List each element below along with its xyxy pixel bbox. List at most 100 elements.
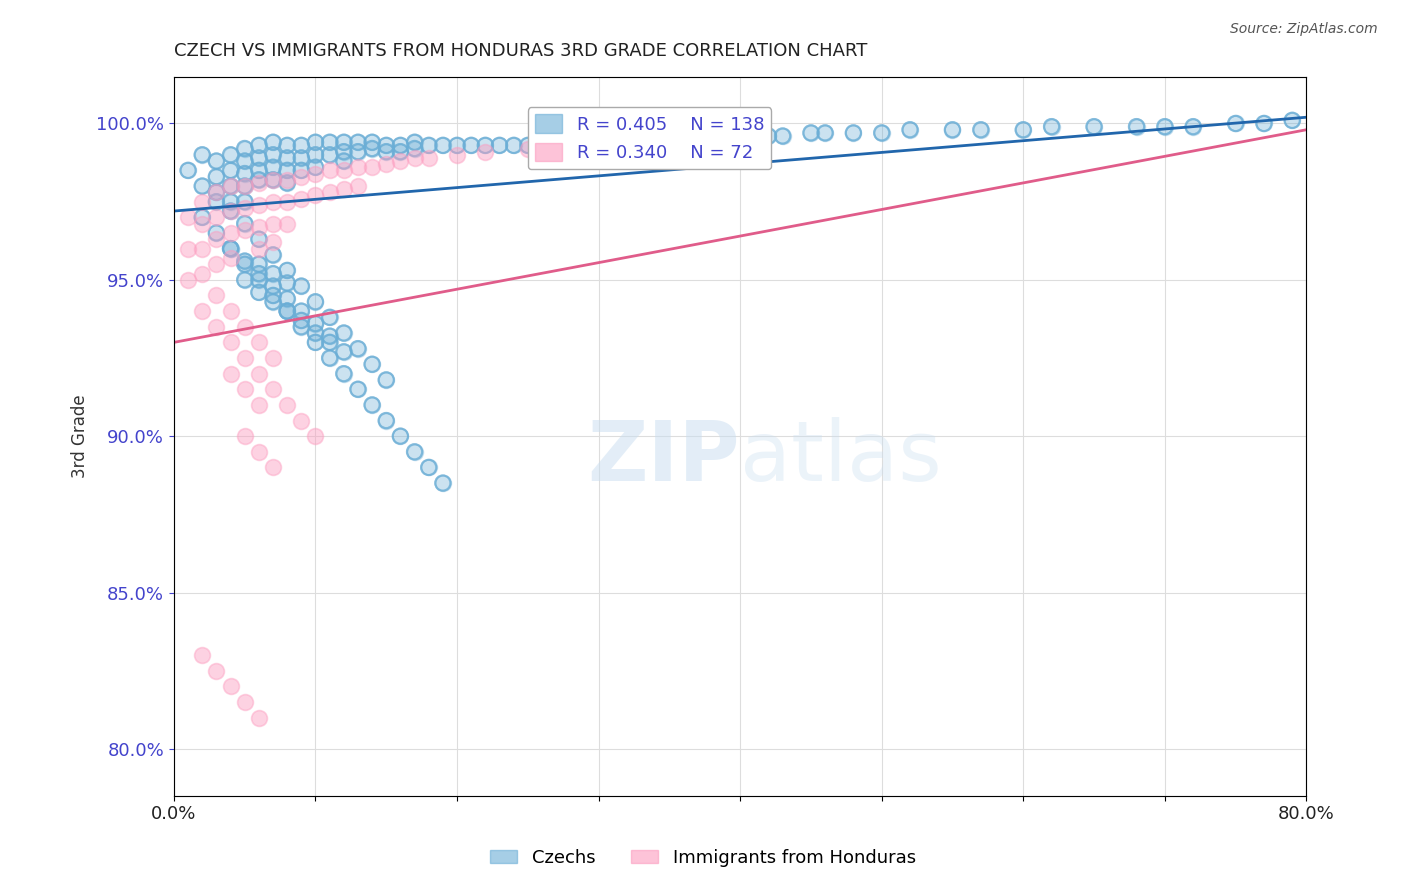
Text: ZIP: ZIP bbox=[588, 417, 740, 499]
Point bbox=[546, 135, 568, 149]
Point bbox=[304, 317, 326, 331]
Point bbox=[333, 145, 356, 159]
Point bbox=[318, 351, 340, 365]
Point bbox=[304, 135, 326, 149]
Point bbox=[616, 135, 638, 149]
Point bbox=[970, 122, 993, 136]
Point bbox=[375, 373, 398, 387]
Point bbox=[205, 194, 228, 209]
Point bbox=[262, 217, 284, 231]
Point bbox=[262, 135, 284, 149]
Point bbox=[219, 204, 242, 219]
Point bbox=[389, 145, 412, 159]
Point bbox=[247, 163, 270, 178]
Point bbox=[205, 154, 228, 169]
Point bbox=[219, 226, 242, 240]
Point bbox=[502, 138, 524, 153]
Point bbox=[233, 351, 256, 365]
Point bbox=[205, 154, 228, 169]
Point bbox=[530, 135, 553, 149]
Point bbox=[219, 242, 242, 256]
Point bbox=[588, 135, 610, 149]
Point bbox=[361, 135, 384, 149]
Point bbox=[333, 326, 356, 340]
Point bbox=[247, 285, 270, 300]
Point bbox=[375, 413, 398, 427]
Point bbox=[1083, 120, 1105, 134]
Point bbox=[318, 148, 340, 162]
Point bbox=[361, 357, 384, 371]
Point bbox=[262, 248, 284, 262]
Point bbox=[333, 163, 356, 178]
Point bbox=[304, 135, 326, 149]
Point bbox=[389, 138, 412, 153]
Point bbox=[290, 313, 312, 327]
Point bbox=[262, 279, 284, 293]
Point bbox=[318, 351, 340, 365]
Point bbox=[219, 194, 242, 209]
Point bbox=[588, 135, 610, 149]
Point bbox=[361, 135, 384, 149]
Point bbox=[233, 141, 256, 155]
Point bbox=[191, 148, 214, 162]
Point bbox=[262, 248, 284, 262]
Point bbox=[205, 194, 228, 209]
Point bbox=[333, 154, 356, 169]
Point bbox=[333, 326, 356, 340]
Point bbox=[276, 304, 298, 318]
Point bbox=[191, 211, 214, 225]
Point bbox=[602, 135, 624, 149]
Point bbox=[389, 138, 412, 153]
Point bbox=[262, 294, 284, 309]
Point bbox=[262, 148, 284, 162]
Point bbox=[205, 226, 228, 240]
Point bbox=[262, 173, 284, 187]
Point bbox=[304, 161, 326, 175]
Point bbox=[219, 242, 242, 256]
Point bbox=[333, 344, 356, 359]
Point bbox=[233, 154, 256, 169]
Point bbox=[588, 135, 610, 149]
Point bbox=[219, 204, 242, 219]
Point bbox=[219, 179, 242, 194]
Point bbox=[728, 128, 751, 143]
Point bbox=[219, 242, 242, 256]
Point bbox=[247, 138, 270, 153]
Point bbox=[304, 326, 326, 340]
Point bbox=[1083, 120, 1105, 134]
Point bbox=[432, 476, 454, 491]
Point bbox=[842, 126, 865, 140]
Point bbox=[290, 279, 312, 293]
Point bbox=[361, 141, 384, 155]
Point bbox=[233, 167, 256, 181]
Point bbox=[247, 367, 270, 381]
Point bbox=[233, 273, 256, 287]
Point bbox=[205, 194, 228, 209]
Point bbox=[404, 141, 426, 155]
Point bbox=[290, 304, 312, 318]
Point bbox=[290, 163, 312, 178]
Point bbox=[290, 138, 312, 153]
Point bbox=[347, 342, 370, 356]
Point bbox=[432, 476, 454, 491]
Point bbox=[728, 128, 751, 143]
Point bbox=[546, 135, 568, 149]
Point bbox=[700, 128, 723, 143]
Point bbox=[262, 294, 284, 309]
Point bbox=[941, 122, 963, 136]
Point bbox=[262, 288, 284, 302]
Point bbox=[247, 273, 270, 287]
Point bbox=[842, 126, 865, 140]
Point bbox=[474, 138, 496, 153]
Point bbox=[361, 357, 384, 371]
Point bbox=[262, 173, 284, 187]
Point bbox=[276, 276, 298, 290]
Point bbox=[219, 204, 242, 219]
Point bbox=[247, 257, 270, 271]
Point bbox=[304, 317, 326, 331]
Point bbox=[714, 128, 737, 143]
Point bbox=[1182, 120, 1205, 134]
Point bbox=[375, 145, 398, 159]
Point bbox=[276, 304, 298, 318]
Point bbox=[772, 128, 794, 143]
